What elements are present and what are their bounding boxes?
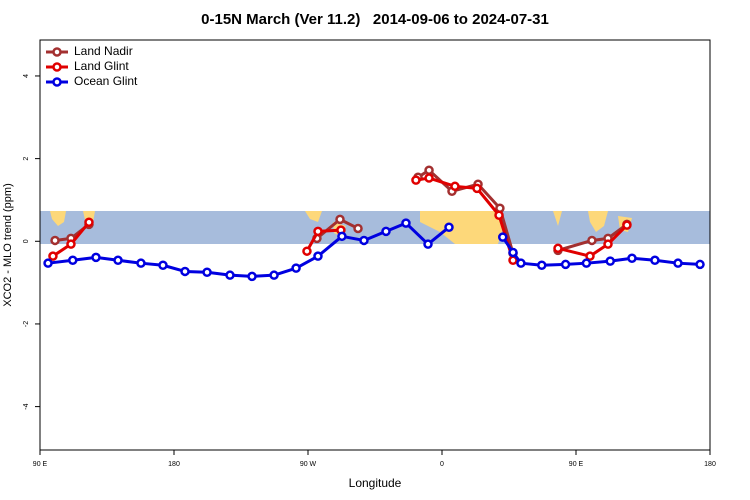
data-point xyxy=(401,218,411,228)
data-point xyxy=(472,183,482,194)
land xyxy=(553,211,562,226)
x-tick-label: 90 E xyxy=(33,461,48,468)
data-point xyxy=(302,246,312,256)
x-axis-label: Longitude xyxy=(349,476,402,490)
data-point xyxy=(627,253,637,263)
legend-label: Land Glint xyxy=(74,59,129,73)
legend-marker xyxy=(52,62,62,72)
chart-title: 0-15N March (Ver 11.2) 2014-09-06 to 202… xyxy=(201,11,549,28)
legend-label: Ocean Glint xyxy=(74,74,138,88)
data-point xyxy=(68,255,78,266)
data-point xyxy=(247,271,257,282)
legend-marker xyxy=(52,77,62,87)
x-tick-label: 0 xyxy=(440,461,444,468)
y-tick-label: 2 xyxy=(23,157,30,161)
data-point xyxy=(605,256,615,266)
x-tick-label: 90 W xyxy=(300,461,317,468)
land xyxy=(50,211,66,226)
data-point xyxy=(84,217,94,228)
data-point xyxy=(269,270,279,280)
data-point xyxy=(494,210,504,220)
data-point xyxy=(353,223,363,234)
data-point xyxy=(450,181,460,192)
data-point xyxy=(423,239,433,249)
data-point xyxy=(603,239,613,249)
data-point xyxy=(444,222,454,232)
y-tick-label: -2 xyxy=(23,321,30,327)
data-point xyxy=(43,258,53,268)
data-point xyxy=(359,235,369,246)
x-tick-label: 180 xyxy=(168,461,180,468)
data-point xyxy=(113,255,123,266)
data-point xyxy=(313,251,323,261)
data-point xyxy=(585,251,595,261)
data-point xyxy=(560,259,571,270)
data-point xyxy=(48,251,58,261)
y-tick-label: 4 xyxy=(23,74,30,78)
data-point xyxy=(66,239,76,249)
data-point xyxy=(381,226,391,237)
data-point xyxy=(335,214,345,225)
data-point xyxy=(313,226,323,237)
data-point xyxy=(411,175,421,185)
data-point xyxy=(622,220,632,230)
data-point xyxy=(136,258,146,268)
data-point xyxy=(424,173,434,183)
data-point xyxy=(587,235,597,246)
data-point xyxy=(695,259,705,270)
data-point xyxy=(516,258,526,268)
y-axis-label: XCO2 - MLO trend (ppm) xyxy=(2,183,14,306)
land xyxy=(420,211,505,244)
map-background xyxy=(40,211,710,244)
data-point xyxy=(180,266,190,277)
data-point xyxy=(673,258,683,268)
legend-label: Land Nadir xyxy=(74,44,133,58)
data-point xyxy=(581,258,592,268)
data-point xyxy=(553,243,563,254)
data-point xyxy=(202,267,212,278)
data-point xyxy=(650,255,660,266)
data-point xyxy=(497,232,508,242)
land xyxy=(305,211,322,222)
data-point xyxy=(91,252,101,263)
data-point xyxy=(424,165,434,175)
legend-marker xyxy=(52,47,62,57)
plot-frame xyxy=(39,39,711,451)
data-point xyxy=(158,260,168,271)
y-tick-label: -4 xyxy=(23,403,30,409)
data-point xyxy=(537,260,547,271)
data-point xyxy=(508,247,518,258)
land xyxy=(588,211,608,232)
data-point xyxy=(337,231,347,242)
data-point xyxy=(225,270,235,280)
x-tick-label: 180 xyxy=(704,461,716,468)
y-tick-label: 0 xyxy=(23,239,30,243)
data-point xyxy=(291,263,301,273)
x-tick-label: 90 E xyxy=(569,461,584,468)
data-point xyxy=(50,235,60,246)
